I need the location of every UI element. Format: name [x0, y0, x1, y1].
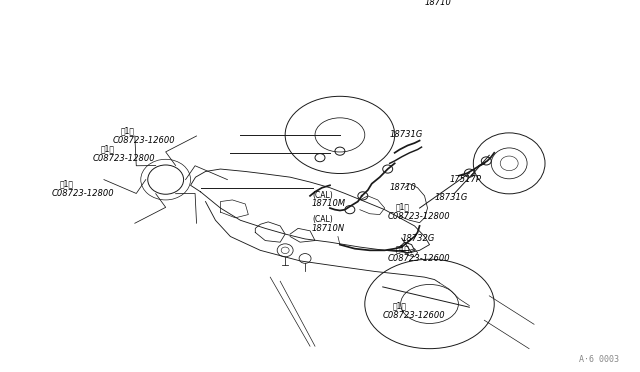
Text: (CAL): (CAL) — [312, 215, 333, 224]
Text: 。1）: 。1） — [396, 244, 410, 253]
Text: 18710M: 18710M — [312, 199, 346, 208]
Text: C08723-12600: C08723-12600 — [388, 254, 451, 263]
Text: 。1）: 。1） — [59, 179, 73, 188]
Text: 18710N: 18710N — [312, 224, 345, 233]
Text: C08723-12600: C08723-12600 — [383, 311, 445, 320]
Text: 。1）: 。1） — [396, 202, 410, 211]
Text: C08723-12800: C08723-12800 — [388, 212, 451, 221]
Text: 。1）: 。1） — [121, 126, 135, 135]
Text: 18731G: 18731G — [390, 131, 423, 140]
Text: 。1）: 。1） — [393, 301, 406, 310]
Text: 18710: 18710 — [390, 183, 417, 192]
Text: C08723-12600: C08723-12600 — [113, 136, 175, 145]
Text: A·6 0003: A·6 0003 — [579, 355, 619, 364]
Text: 。1）: 。1） — [101, 144, 115, 153]
Text: 17517P: 17517P — [449, 175, 481, 184]
Text: 18710: 18710 — [424, 0, 451, 7]
Text: (CAL): (CAL) — [312, 190, 333, 199]
Text: C08723-12800: C08723-12800 — [51, 189, 114, 198]
Text: 18731G: 18731G — [435, 193, 468, 202]
Text: C08723-12800: C08723-12800 — [93, 154, 156, 163]
Text: 18732G: 18732G — [402, 234, 435, 243]
